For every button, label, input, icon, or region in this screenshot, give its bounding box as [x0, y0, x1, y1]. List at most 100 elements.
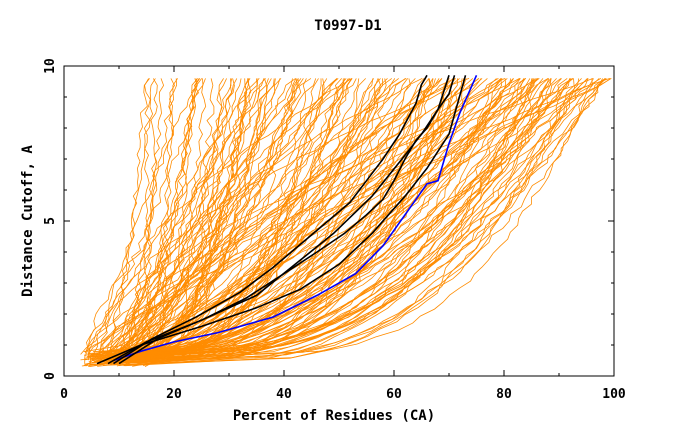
background-model-line — [117, 78, 589, 356]
background-model-line — [92, 78, 436, 352]
reference-model-line — [113, 74, 428, 365]
y-tick-label: 0 — [43, 372, 58, 380]
x-tick-label: 40 — [276, 387, 292, 402]
background-model-line — [98, 78, 156, 364]
y-tick-label: 5 — [43, 217, 58, 225]
background-model-line — [89, 78, 427, 366]
background-model-line — [101, 78, 480, 362]
background-model-line — [136, 78, 460, 352]
background-model-line — [111, 78, 483, 360]
background-model-line — [102, 78, 572, 366]
background-model-line — [141, 78, 607, 365]
background-model-line — [99, 78, 431, 355]
background-model-line — [138, 78, 407, 366]
y-axis-label: Distance Cutoff, A — [20, 145, 36, 297]
background-model-line — [85, 78, 454, 367]
background-model-line — [87, 78, 381, 355]
background-model-line — [115, 78, 347, 365]
background-model-line — [115, 78, 525, 356]
background-model-line — [97, 78, 150, 356]
background-model-line — [112, 78, 482, 356]
background-model-line — [107, 78, 387, 363]
background-model-line — [142, 78, 416, 357]
y-axis-ticks: 0 5 10 — [43, 58, 614, 380]
background-model-line — [141, 78, 568, 358]
background-model-line — [110, 78, 456, 359]
background-model-line — [123, 78, 299, 366]
background-model-line — [108, 78, 514, 359]
reference-model-line — [96, 75, 467, 365]
background-model-line — [90, 78, 488, 355]
background-model-line — [89, 78, 463, 358]
background-model-line — [83, 78, 199, 353]
background-model-line — [99, 78, 580, 357]
background-model-line — [143, 78, 175, 364]
background-model-line — [102, 78, 497, 358]
background-model-line — [142, 78, 607, 360]
background-model-line — [128, 78, 215, 361]
background-model-line — [119, 78, 338, 366]
background-model-line — [136, 78, 552, 364]
background-model-line — [88, 78, 612, 355]
background-model-line — [124, 78, 550, 367]
x-tick-label: 100 — [602, 387, 626, 402]
highlighted-model-line — [113, 74, 478, 362]
background-model-line — [98, 78, 507, 361]
background-model-line — [84, 78, 352, 364]
background-model-line — [139, 78, 158, 357]
background-model-line — [129, 78, 360, 364]
background-model-line — [84, 78, 201, 361]
x-tick-label: 0 — [60, 387, 68, 402]
x-tick-label: 80 — [496, 387, 512, 402]
background-model-line — [94, 78, 571, 358]
background-model-line — [142, 78, 552, 360]
background-model-line — [103, 78, 265, 363]
highlighted-model-lines — [96, 74, 478, 365]
background-model-line — [118, 78, 533, 362]
x-tick-label: 20 — [166, 387, 182, 402]
background-model-line — [130, 78, 467, 364]
background-model-lines — [80, 78, 612, 367]
background-model-line — [125, 78, 233, 363]
background-model-line — [146, 78, 293, 355]
background-model-line — [87, 78, 594, 361]
background-model-line — [121, 78, 423, 354]
background-model-line — [126, 78, 258, 356]
x-tick-label: 60 — [386, 387, 402, 402]
background-model-line — [86, 78, 399, 358]
background-model-line — [142, 78, 151, 358]
background-model-line — [107, 78, 432, 365]
background-model-line — [122, 78, 269, 362]
background-model-line — [84, 78, 204, 354]
y-tick-label: 10 — [43, 58, 58, 74]
background-model-line — [145, 78, 593, 359]
background-model-line — [137, 78, 536, 360]
background-model-line — [124, 78, 252, 353]
background-model-line — [127, 78, 574, 356]
background-model-line — [93, 78, 374, 362]
background-model-line — [145, 78, 503, 362]
background-model-line — [131, 78, 582, 363]
background-model-line — [133, 78, 606, 360]
background-model-line — [119, 78, 338, 353]
background-model-line — [97, 78, 562, 357]
background-model-line — [124, 78, 178, 361]
background-model-line — [125, 78, 351, 365]
background-model-line — [114, 78, 246, 357]
background-model-line — [106, 78, 298, 355]
background-model-line — [88, 78, 470, 367]
background-model-line — [142, 78, 281, 358]
chart-title: T0997-D1 — [314, 18, 381, 34]
background-model-line — [96, 78, 594, 359]
background-model-line — [84, 78, 282, 365]
x-axis-ticks: 0 20 40 60 80 100 — [60, 66, 626, 402]
background-model-line — [134, 78, 434, 360]
background-model-line — [92, 78, 260, 361]
background-model-line — [118, 78, 499, 354]
background-model-line — [80, 78, 520, 355]
reference-model-line — [118, 75, 456, 365]
background-model-line — [128, 78, 339, 358]
background-model-line — [90, 78, 344, 360]
background-model-line — [88, 78, 342, 357]
